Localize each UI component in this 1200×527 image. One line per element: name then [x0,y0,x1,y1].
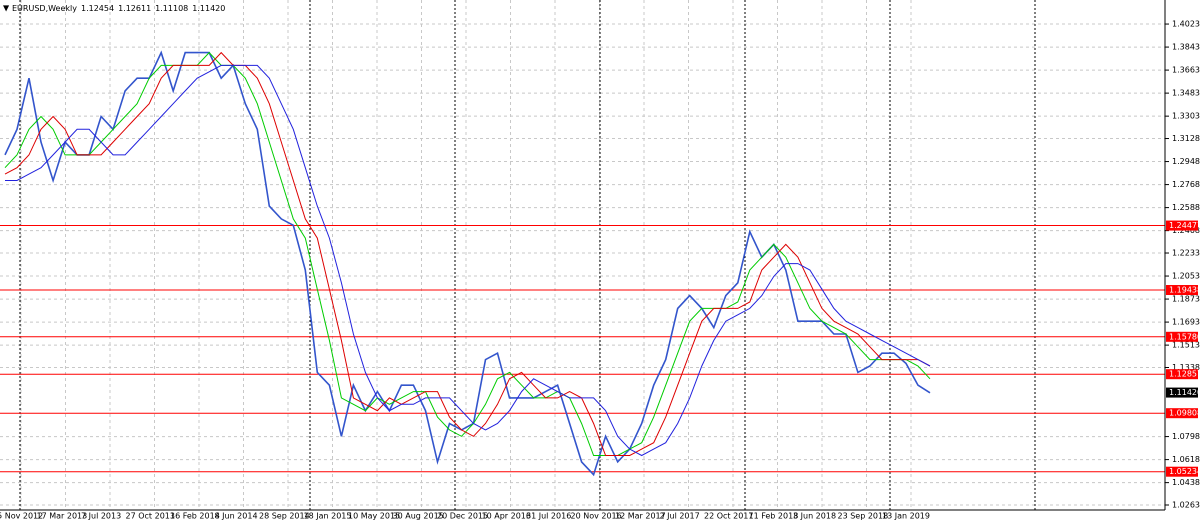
level-tag [1166,220,1198,231]
x-tick-label: 20 Dec 2015 [437,512,488,521]
price-tag [1166,387,1198,398]
x-tick-label: 2 Jul 2017 [660,512,700,521]
x-tick-label: 20 Nov 2016 [571,512,622,521]
level-tag [1166,408,1198,419]
ohlc-value: 1.11108 [155,4,188,13]
y-tick-label: 1.13380 [1172,363,1200,372]
x-tick-label: 17 Mar 2013 [37,512,88,521]
y-tick-label: 1.04380 [1172,478,1200,487]
ohlc-value: 1.11420 [192,4,225,13]
moving-average [4,51,931,456]
moving-average [5,64,931,457]
y-tick-label: 1.40230 [1172,20,1200,29]
x-tick-label: 13 Jan 2019 [882,512,930,521]
x-tick-label: 22 Oct 2017 [704,512,753,521]
y-tick-label: 1.34830 [1172,89,1200,98]
x-tick-label: 7 Jul 2013 [81,512,121,521]
x-tick-label: 25 Nov 2012 [0,512,43,521]
level-label: 1.05234 [1169,467,1200,476]
price-label: 1.11420 [1169,388,1200,397]
x-tick-label: 10 May 2015 [348,512,400,521]
x-tick-label: 31 Jul 2016 [526,512,571,521]
menu-icon[interactable]: ▼ [3,4,10,13]
level-label: 1.12857 [1169,370,1200,379]
x-tick-label: 18 Jan 2015 [304,512,352,521]
x-tick-label: 16 Feb 2014 [170,512,220,521]
y-tick-label: 1.33030 [1172,112,1200,121]
x-tick-label: 30 Aug 2015 [393,512,444,521]
level-label: 1.09808 [1169,409,1200,418]
symbol: EURUSD,Weekly [12,4,77,13]
y-tick-label: 1.02630 [1172,501,1200,510]
x-tick-label: 10 Apr 2016 [482,512,531,521]
y-tick-label: 1.18730 [1172,295,1200,304]
y-tick-label: 1.31280 [1172,134,1200,143]
period-separators [19,0,1036,510]
y-tick-label: 1.29480 [1172,157,1200,166]
level-label: 1.19438 [1169,286,1200,295]
ohlc-value: 1.12611 [118,4,151,13]
x-tick-label: 27 Oct 2013 [126,512,175,521]
header-text: EURUSD,Weekly 1.12454 1.12611 1.11108 1.1142… [12,4,225,13]
y-tick-label: 1.07980 [1172,432,1200,441]
ohlc-value: 1.12454 [81,4,114,13]
level-label: 1.24477 [1169,221,1200,230]
y-tick-label: 1.22330 [1172,249,1200,258]
x-tick-label: 12 Mar 2017 [615,512,666,521]
y-tick-label: 1.36630 [1172,66,1200,75]
y-tick-label: 1.15130 [1172,341,1200,350]
level-tag [1166,369,1198,380]
x-tick-label: 3 Jun 2018 [793,512,836,521]
grid [0,0,1165,510]
level-label: 1.15780 [1169,332,1200,341]
x-tick-label: 8 Jun 2014 [215,512,258,521]
y-tick-label: 1.25880 [1172,203,1200,212]
x-tick-label: 11 Feb 2018 [749,512,799,521]
level-tag [1166,331,1198,342]
axis-labels: 1.40230 1.38430 1.36630 1.34830 1.33030 1.312… [0,20,1200,521]
x-tick-label: 28 Sep 2014 [259,512,310,521]
price-line [4,50,931,477]
y-tick-label: 1.06180 [1172,455,1200,464]
y-tick-label: 1.24080 [1172,226,1200,235]
level-tag [1166,285,1198,296]
moving-average [4,51,931,456]
level-tag [1166,466,1198,477]
y-tick-label: 1.20530 [1172,272,1200,281]
x-tick-label: 23 Sep 2018 [838,512,889,521]
y-tick-label: 1.38430 [1172,43,1200,52]
y-tick-label: 1.16930 [1172,318,1200,327]
plot [0,50,1165,477]
y-tick-label: 1.27680 [1172,180,1200,189]
header: ▼ EURUSD,Weekly 1.12454 1.12611 1.11108 1.11… [3,4,225,13]
